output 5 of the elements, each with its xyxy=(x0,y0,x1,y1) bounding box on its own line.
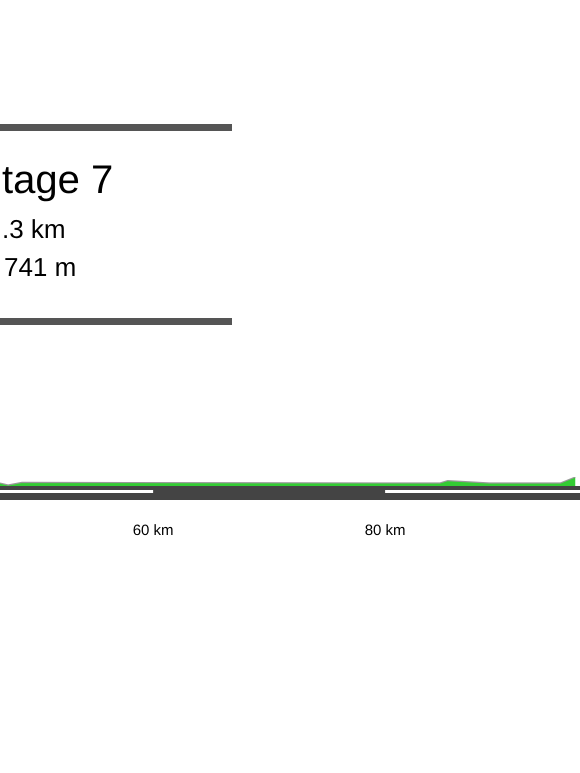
text: 741 m xyxy=(4,251,76,283)
x-tick-label: 60 km xyxy=(132,522,174,540)
x-tick-label: 80 km xyxy=(364,522,406,540)
chart-title: tage 7 xyxy=(2,157,114,204)
chart-subtitle: .3 km xyxy=(2,213,66,245)
